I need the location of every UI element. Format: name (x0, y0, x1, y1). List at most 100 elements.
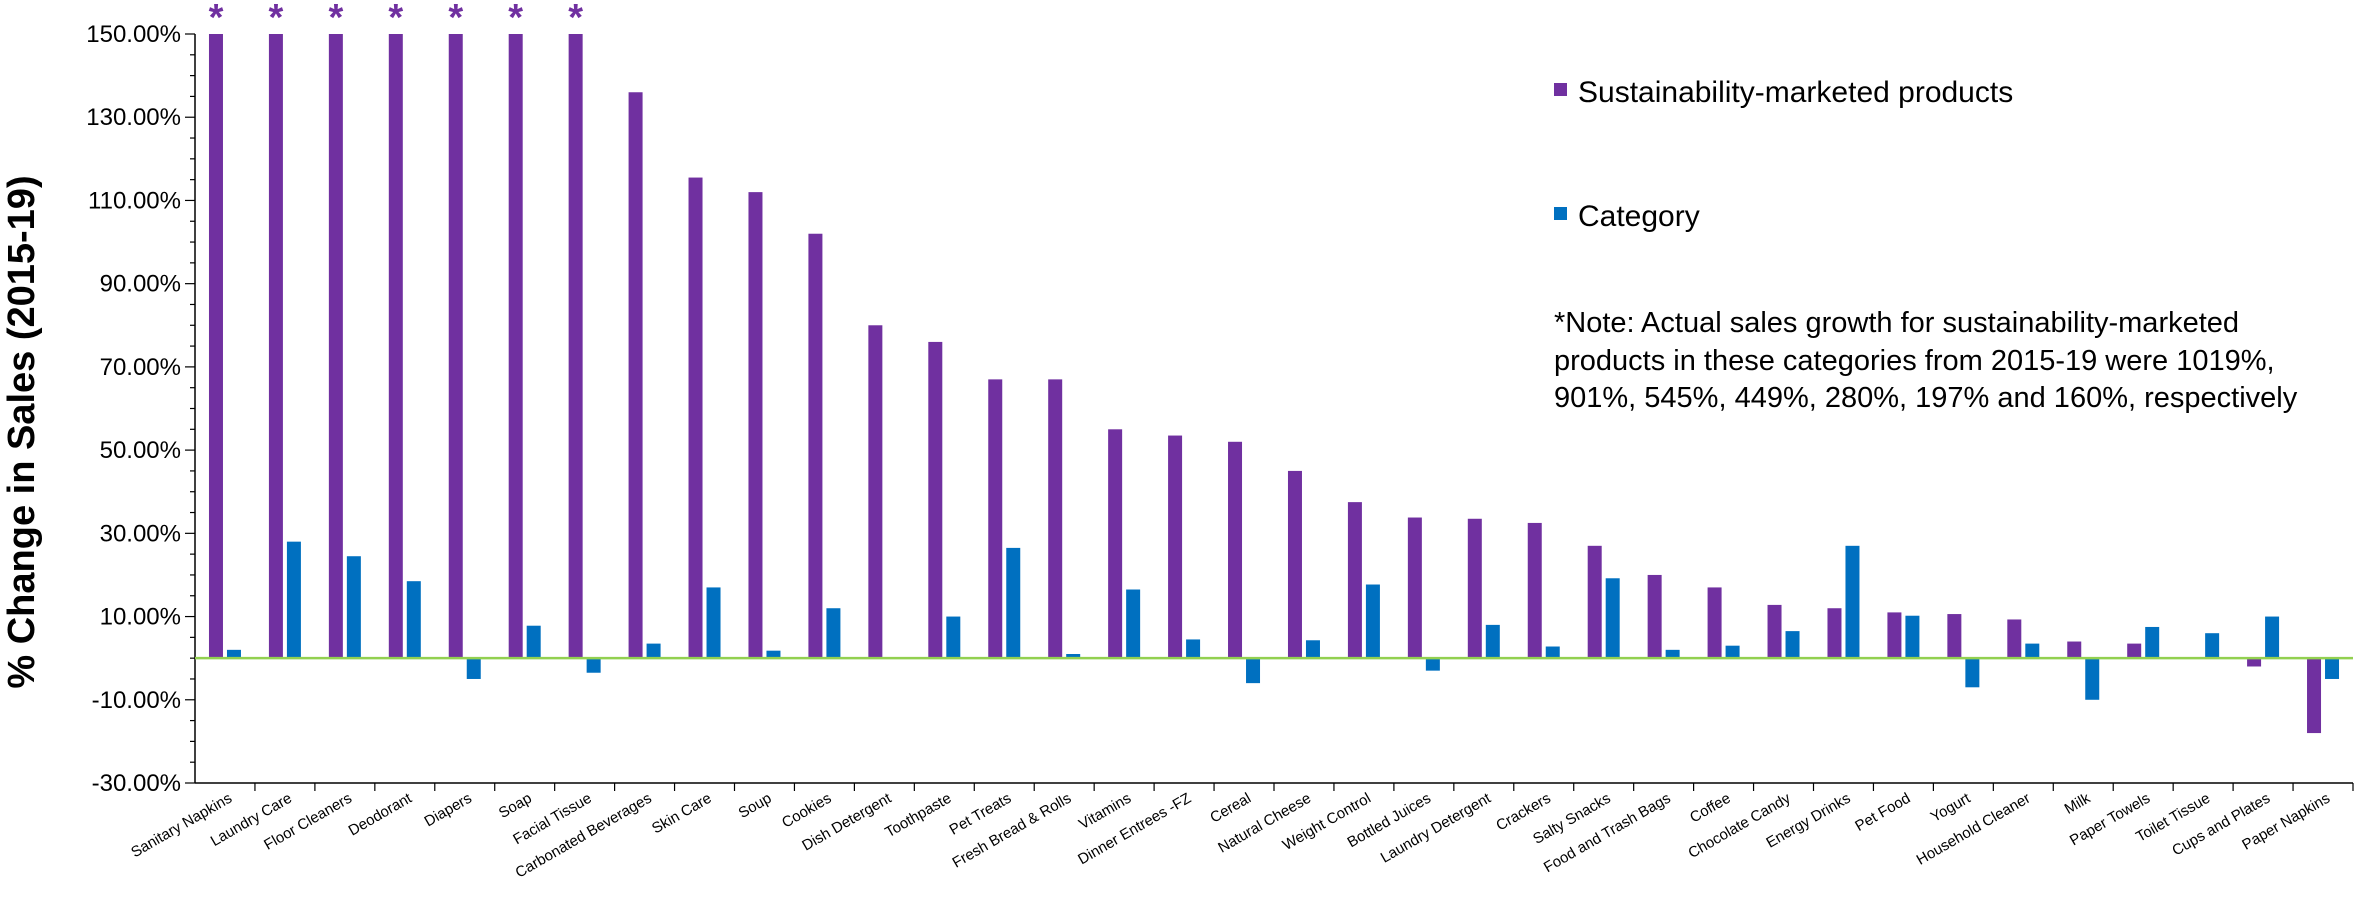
note-annotation: *Note: Actual sales growth for sustainab… (1554, 307, 2298, 414)
bar-sustainability-energy-drinks (1827, 608, 1842, 659)
bar-sustainability-fresh-bread-rolls (1048, 379, 1063, 659)
bar-sustainability-crackers (1527, 522, 1542, 659)
y-tick-label: -10.00% (92, 687, 181, 714)
bar-category-soap (526, 625, 541, 659)
bar-sustainability-coffee (1707, 587, 1722, 659)
x-tick-label: Deodorant (346, 789, 416, 839)
y-tick-label: 90.00% (100, 271, 181, 298)
bar-sustainability-paper-towels (2127, 643, 2142, 659)
bar-category-salty-snacks (1605, 578, 1620, 659)
star-marker: * (568, 0, 583, 39)
series-category-bars (226, 541, 2340, 700)
y-tick-label: 30.00% (100, 520, 181, 547)
bar-sustainability-paper-napkins (2307, 658, 2322, 734)
bar-category-energy-drinks (1845, 545, 1860, 659)
bar-sustainability-household-cleaner (2007, 619, 2022, 659)
bar-sustainability-laundry-care (268, 34, 283, 659)
bar-sustainability-chocolate-candy (1767, 604, 1782, 659)
bar-category-yogurt (1965, 658, 1980, 688)
bar-sustainability-facial-tissue (568, 34, 583, 659)
bar-category-paper-towels (2145, 626, 2160, 659)
bar-sustainability-bottled-juices (1407, 517, 1422, 659)
bar-category-crackers (1545, 646, 1560, 659)
bar-category-paper-napkins (2325, 658, 2340, 679)
legend-swatch-category (1554, 207, 1567, 220)
x-tick-label: Yogurt (1928, 789, 1974, 826)
bar-sustainability-dish-detergent (868, 325, 883, 659)
bar-sustainability-pet-treats (988, 379, 1003, 659)
x-tick-label: Sanitary Napkins (128, 790, 235, 861)
legend-swatch-sustainability (1554, 83, 1567, 96)
x-tick-label: Skin Care (649, 790, 715, 838)
bar-sustainability-floor-cleaners (328, 34, 343, 659)
bar-sustainability-toothpaste (928, 341, 943, 659)
y-tick-label: 110.00% (88, 187, 181, 214)
x-tick-label: Dinner Entrees -FZ (1075, 790, 1194, 868)
star-marker: * (508, 0, 523, 39)
bar-category-carbonated-beverages (646, 643, 661, 659)
bar-sustainability-deodorant (388, 34, 403, 659)
bar-category-fresh-bread-rolls (1066, 654, 1081, 659)
bar-category-toilet-tissue (2205, 633, 2220, 659)
bar-sustainability-weight-control (1347, 502, 1362, 659)
bar-category-vitamins (1126, 589, 1141, 659)
bar-sustainability-natural-cheese (1287, 470, 1302, 659)
star-marker: * (269, 0, 284, 39)
bar-category-soup (766, 650, 781, 659)
bar-category-bottled-juices (1425, 658, 1440, 671)
bar-category-household-cleaner (2025, 643, 2040, 659)
x-tick-label: Coffee (1687, 790, 1734, 827)
x-tick-label: Pet Food (1852, 790, 1913, 835)
bar-category-food-and-trash-bags (1665, 649, 1680, 659)
x-tick-label: Laundry Detergent (1378, 789, 1495, 866)
bar-sustainability-skin-care (688, 177, 703, 659)
bar-sustainability-laundry-detergent (1467, 518, 1482, 659)
star-marker: * (448, 0, 463, 39)
bar-category-natural-cheese (1305, 640, 1320, 659)
x-tick-label: Soap (496, 790, 535, 822)
bar-category-laundry-care (286, 541, 301, 659)
y-tick-label: 150.00% (86, 21, 181, 48)
bar-category-sanitary-napkins (226, 649, 241, 659)
y-tick-label: 70.00% (100, 354, 181, 381)
bar-category-dinner-entrees-fz (1186, 639, 1201, 659)
note-line-1: *Note: Actual sales growth for sustainab… (1554, 307, 2239, 339)
star-markers: * * * * * * * (209, 0, 584, 39)
note-line-2: products in these categories from 2015-1… (1554, 345, 2275, 377)
bar-category-skin-care (706, 587, 721, 659)
bar-category-laundry-detergent (1485, 624, 1500, 659)
bar-category-pet-food (1905, 615, 1920, 659)
y-tick-label: 50.00% (100, 437, 181, 464)
bar-category-cups-and-plates (2265, 616, 2280, 659)
y-axis: -30.00% -10.00% 10.00% 30.00% 50.00% 70.00% 90… (86, 21, 196, 797)
star-marker: * (388, 0, 403, 39)
bar-category-deodorant (406, 581, 421, 659)
y-axis-title: % Change in Sales (2015-19) (1, 175, 43, 688)
y-tick-label: -30.00% (92, 770, 181, 797)
bar-sustainability-yogurt (1947, 614, 1962, 659)
bar-sustainability-carbonated-beverages (628, 92, 643, 659)
x-tick-label: Toothpaste (882, 790, 954, 841)
bar-category-facial-tissue (586, 658, 601, 673)
bar-sustainability-salty-snacks (1587, 545, 1602, 659)
legend-label-category: Category (1578, 200, 1700, 233)
bar-category-coffee (1725, 645, 1740, 659)
bar-sustainability-food-and-trash-bags (1647, 574, 1662, 659)
bar-sustainability-vitamins (1108, 429, 1123, 659)
x-tick-label: Chocolate Candy (1685, 789, 1794, 862)
bar-category-chocolate-candy (1785, 631, 1800, 659)
legend: Sustainability-marketed products Categor… (1554, 76, 2013, 233)
x-tick-label: Cereal (1207, 790, 1254, 827)
bar-sustainability-pet-food (1887, 612, 1902, 659)
bar-category-cookies (826, 608, 841, 659)
x-tick-label: Household Cleaner (1914, 790, 2034, 869)
x-tick-label: Milk (2062, 789, 2094, 817)
x-tick-label: Soup (736, 790, 775, 822)
bar-sustainability-cookies (808, 233, 823, 659)
y-tick-label: 130.00% (86, 104, 181, 131)
bar-sustainability-milk (2067, 641, 2082, 659)
series-sustainability-bars (208, 34, 2322, 734)
bar-category-milk (2085, 658, 2100, 700)
star-marker: * (328, 0, 343, 39)
